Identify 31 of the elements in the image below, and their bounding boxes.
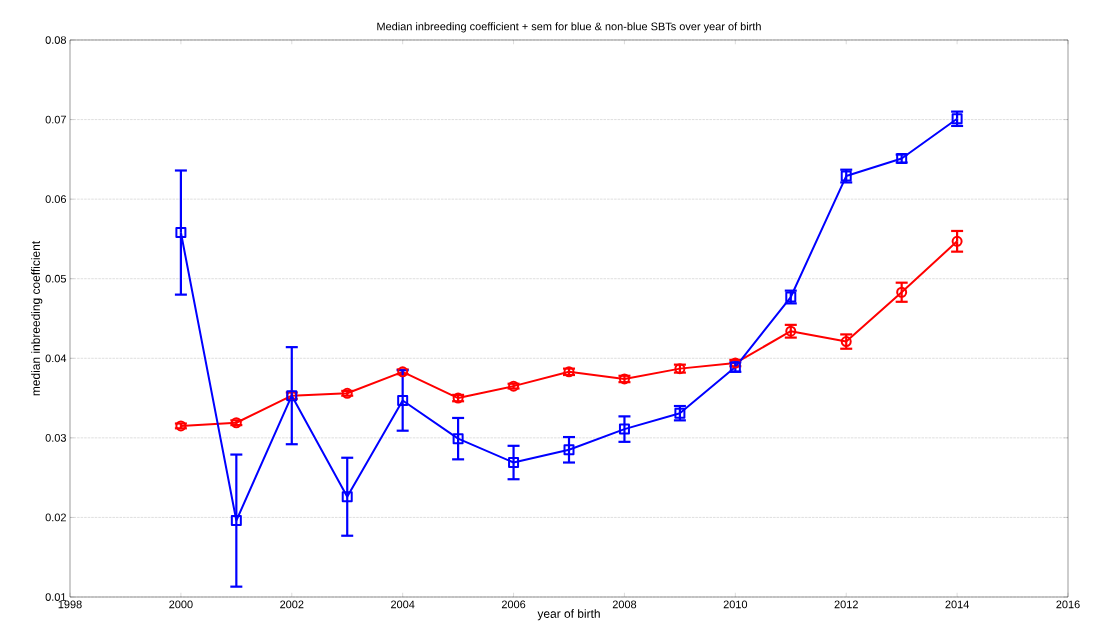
- x-tick-label: 2014: [945, 600, 969, 609]
- point: [452, 433, 464, 445]
- x-tick-label: 1998: [58, 600, 82, 609]
- y-tick-label: 0.03: [45, 433, 66, 442]
- point: [397, 394, 409, 406]
- y-tick-label: 0.08: [45, 36, 66, 44]
- point: [230, 515, 242, 527]
- point: [508, 457, 520, 469]
- x-tick-label: 2012: [834, 600, 858, 609]
- x-tick-label: 2008: [612, 600, 637, 609]
- x-axis-title: year of birth: [537, 609, 600, 621]
- y-axis-title: median inbreeding coefficient: [31, 240, 43, 396]
- x-tick-label: 2006: [501, 600, 526, 609]
- point: [896, 286, 908, 298]
- y-tick-label: 0.07: [45, 115, 66, 124]
- point: [618, 423, 630, 435]
- y-tick-label: 0.05: [45, 274, 67, 283]
- point: [341, 491, 353, 503]
- x-tick-label: 2000: [169, 600, 193, 609]
- point: [951, 235, 963, 247]
- y-tick-label: 0.04: [45, 354, 67, 363]
- x-tick-label: 2002: [280, 600, 304, 609]
- chart-title: Median inbreeding coefficient + sem for blue & non-blue SBTs over year of birth: [377, 22, 761, 33]
- y-tick-label: 0.06: [45, 195, 66, 204]
- x-tick-label: 2004: [391, 600, 415, 609]
- x-tick-label: 2016: [1056, 600, 1080, 609]
- y-tick-label: 0.02: [45, 513, 66, 522]
- y-tick-label: 0.01: [45, 593, 66, 601]
- point: [563, 444, 575, 456]
- x-tick-label: 2010: [723, 600, 748, 609]
- point: [175, 227, 187, 239]
